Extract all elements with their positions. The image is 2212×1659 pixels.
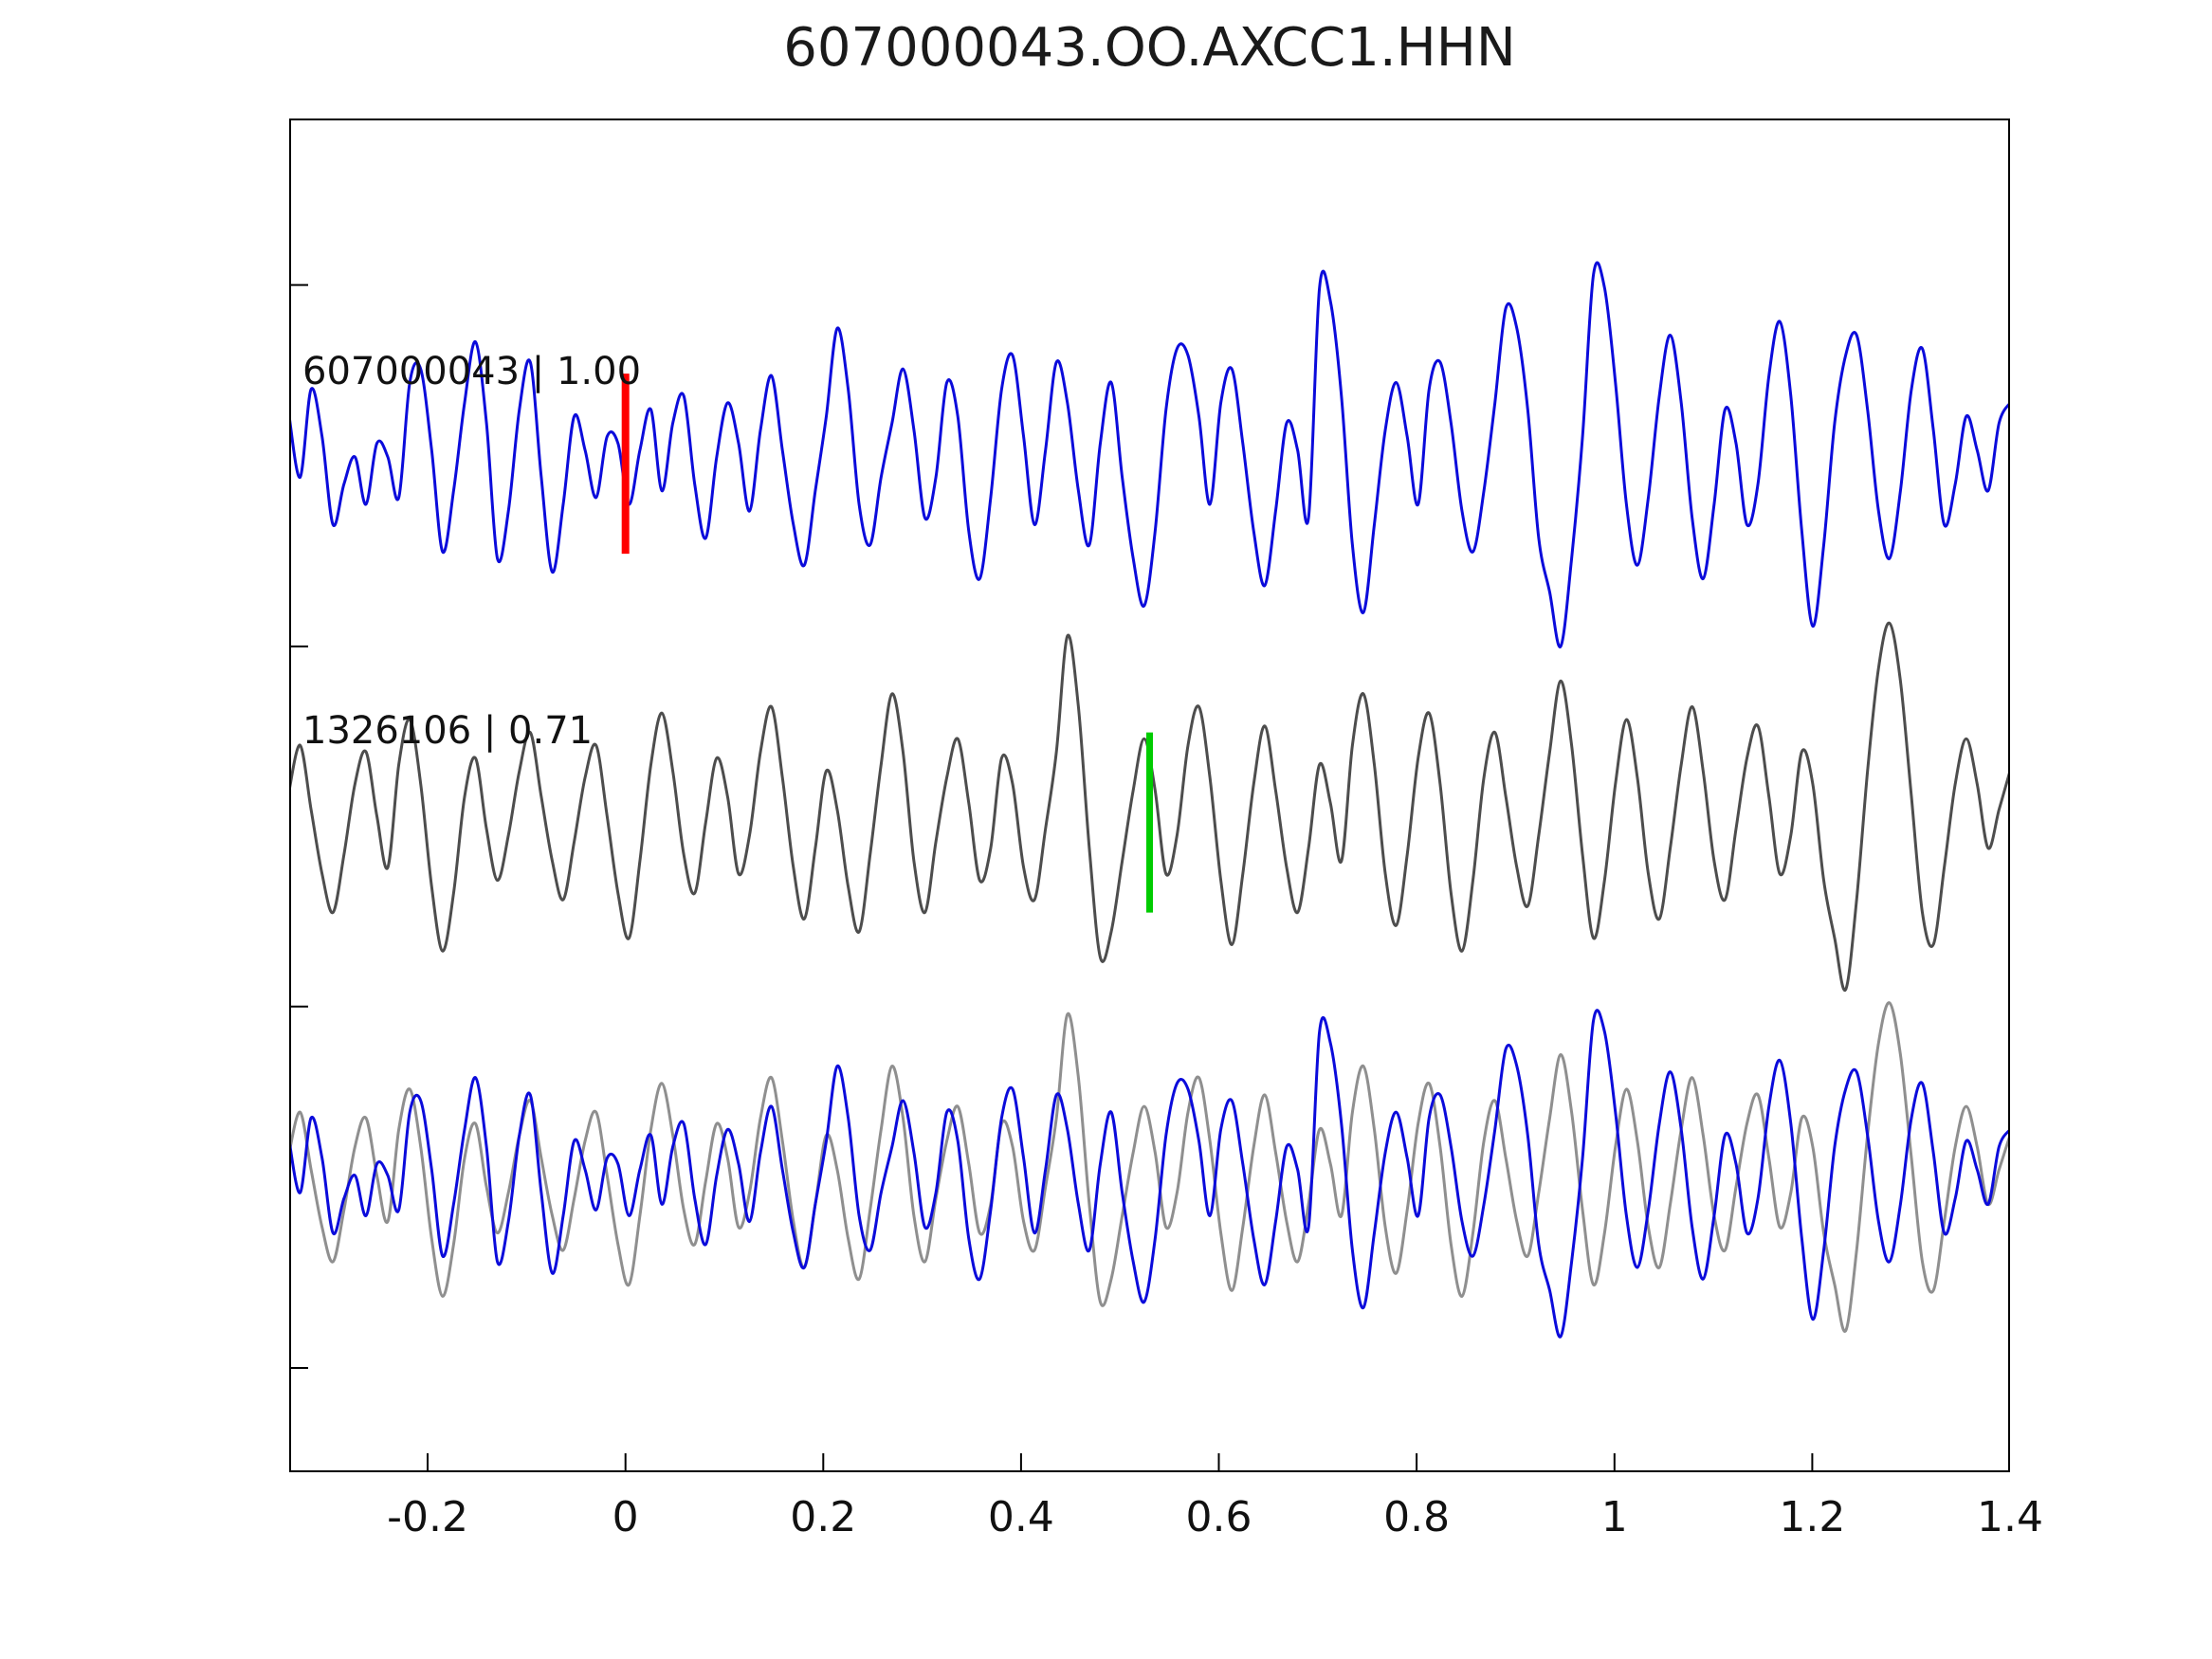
x-tick-label: 0.4 (987, 1493, 1054, 1541)
waveform-trace-607000043-panel3 (289, 1009, 2010, 1339)
trace-label-panel1: 607000043 | 1.00 (302, 350, 642, 394)
chart-title: 607000043.OO.AXCC1.HHN (783, 17, 1516, 79)
x-tick-label: 0.2 (790, 1493, 857, 1541)
x-tick-label: 1.4 (1977, 1493, 2043, 1541)
x-tick-label: 1 (1600, 1493, 1628, 1541)
x-tick-label: 1.2 (1779, 1493, 1846, 1541)
x-tick-label: 0.8 (1383, 1493, 1451, 1541)
trace-label-panel2: 1326106 | 0.71 (302, 708, 594, 753)
waveform-plot (289, 118, 2010, 1472)
waveform-trace-1326106-panel2 (289, 621, 2010, 992)
waveform-trace-607000043-panel1 (289, 261, 2010, 648)
x-tick-label: 0 (612, 1493, 639, 1541)
x-tick-label: 0.6 (1185, 1493, 1252, 1541)
x-tick-label: -0.2 (387, 1493, 468, 1541)
plot-frame (289, 118, 2010, 1472)
